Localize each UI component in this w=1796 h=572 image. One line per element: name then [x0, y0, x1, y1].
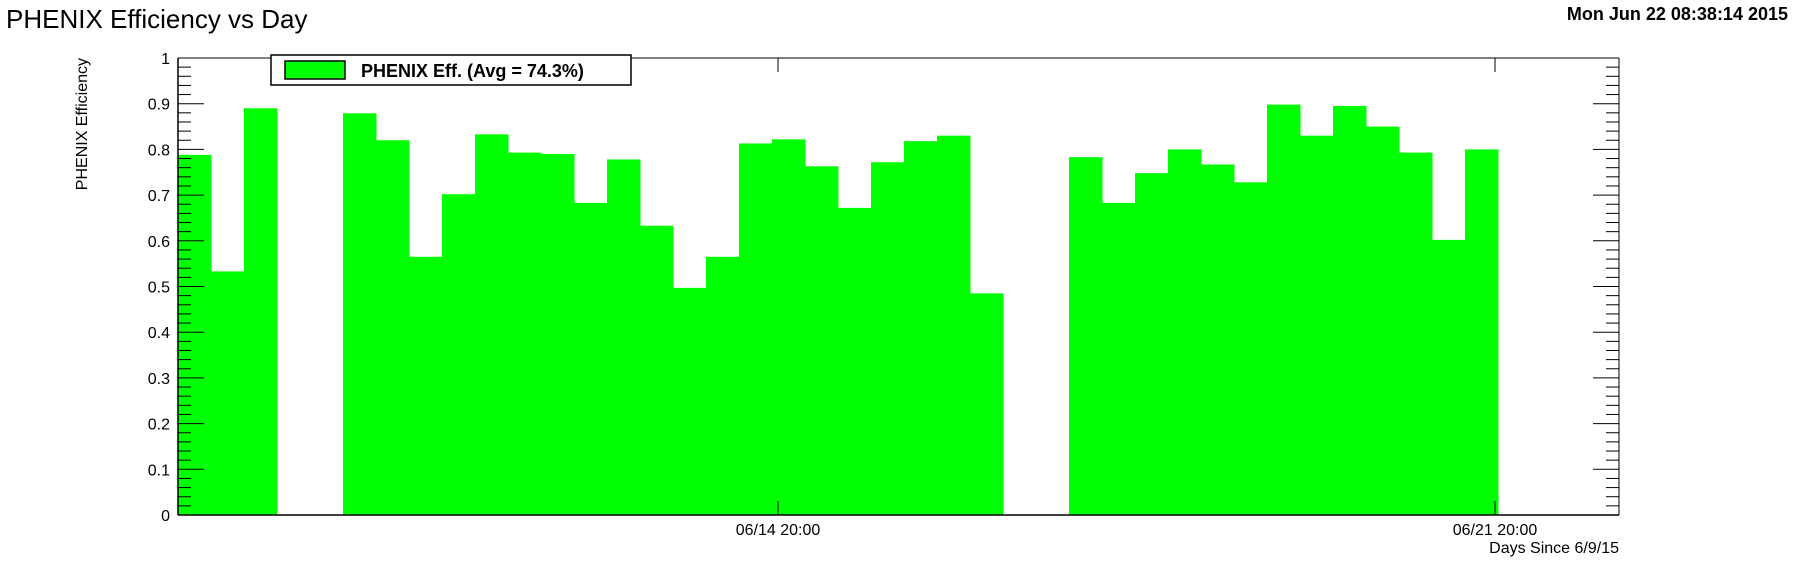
- bar: [1201, 164, 1235, 516]
- legend: PHENIX Eff. (Avg = 74.3%): [270, 54, 632, 86]
- bar: [673, 287, 707, 515]
- bar: [1432, 239, 1466, 515]
- bar: [1168, 149, 1202, 515]
- bar: [178, 154, 212, 515]
- bar: [409, 256, 443, 515]
- x-tick-label: 06/14 20:00: [736, 522, 821, 539]
- timestamp: Mon Jun 22 08:38:14 2015: [1566, 4, 1788, 24]
- bar: [1465, 149, 1499, 515]
- bar: [937, 135, 971, 515]
- x-tick-label: 06/21 20:00: [1453, 522, 1538, 539]
- bar: [706, 256, 740, 515]
- bar: [376, 140, 410, 515]
- y-tick-label: 0.6: [148, 234, 170, 251]
- bar: [871, 162, 905, 515]
- y-tick-label: 1: [161, 51, 170, 68]
- y-tick-label: 0.8: [148, 142, 170, 159]
- bar: [904, 141, 938, 516]
- bar: [1102, 202, 1136, 515]
- y-tick-label: 0.3: [148, 371, 170, 388]
- y-tick-label: 0.7: [148, 188, 170, 205]
- bar: [508, 152, 542, 515]
- bar: [640, 225, 674, 515]
- legend-label: PHENIX Eff. (Avg = 74.3%): [361, 61, 584, 81]
- bar: [442, 194, 476, 515]
- bar: [244, 108, 278, 516]
- bar: [343, 113, 377, 516]
- labels-group: 0 0.1 0.2 0.3 0.4 0.5 0.6 0.7 0.8 0.9 1 06/14 20:00…: [148, 51, 1538, 539]
- y-tick-label: 0.2: [148, 417, 170, 434]
- y-tick-label: 0.1: [148, 462, 170, 479]
- bar: [1267, 104, 1301, 516]
- y-axis-title: PHENIX Efficiency: [74, 58, 91, 190]
- y-tick-label: 0.4: [148, 325, 170, 342]
- bar: [739, 143, 773, 515]
- bar: [211, 271, 245, 515]
- bar: [1135, 173, 1169, 515]
- bar: [1234, 182, 1268, 516]
- bar: [541, 153, 575, 515]
- bar: [772, 139, 806, 515]
- y-tick-label: 0: [161, 508, 170, 525]
- chart-title: PHENIX Efficiency vs Day: [6, 4, 308, 34]
- bar: [1366, 126, 1400, 516]
- bar: [970, 293, 1004, 515]
- bar: [805, 166, 839, 515]
- bar: [1333, 105, 1367, 516]
- bar: [574, 202, 608, 515]
- ticks-group: [178, 57, 1619, 516]
- bar: [607, 159, 641, 515]
- bars-group: [178, 104, 1499, 516]
- y-tick-label: 0.9: [148, 97, 170, 114]
- legend-swatch: [284, 60, 346, 80]
- bar: [838, 207, 872, 515]
- bar: [1069, 157, 1103, 516]
- x-axis-title: Days Since 6/9/15: [1489, 540, 1619, 557]
- bar: [475, 134, 509, 515]
- bar: [1399, 152, 1433, 515]
- y-tick-label: 0.5: [148, 280, 170, 297]
- bar: [1300, 135, 1334, 515]
